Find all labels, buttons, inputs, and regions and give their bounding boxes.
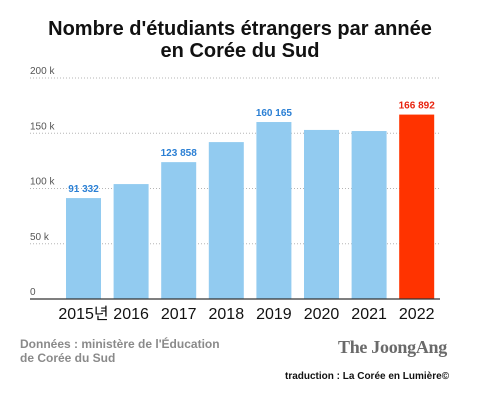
chart-title: Nombre d'étudiants étrangers par année e… xyxy=(0,18,480,62)
x-tick-label: 2020 xyxy=(304,306,340,323)
bar xyxy=(161,162,197,299)
y-tick-label: 0 xyxy=(30,287,36,298)
x-tick-label: 2022 xyxy=(399,306,435,323)
bar xyxy=(351,131,387,299)
bar xyxy=(256,122,292,300)
bar xyxy=(208,142,244,299)
chart-title-line-2: en Corée du Sud xyxy=(160,40,320,62)
y-tick-label: 150 k xyxy=(30,121,55,132)
x-tick-label: 2016 xyxy=(113,306,149,323)
bar xyxy=(399,114,435,299)
y-tick-label: 200 k xyxy=(30,66,55,77)
translation-credit: traduction : La Corée en Lumière© xyxy=(285,371,450,382)
data-source-line-2: de Corée du Sud xyxy=(20,351,116,365)
y-tick-label: 100 k xyxy=(30,177,55,188)
data-source: Données : ministère de l'Éducation de Co… xyxy=(20,337,260,365)
publisher-logo: The JoongAng xyxy=(338,337,447,357)
x-tick-label: 2021 xyxy=(351,306,387,323)
data-label: 91 332 xyxy=(68,184,99,195)
x-tick-label: 2019 xyxy=(256,306,292,323)
bar xyxy=(66,198,101,299)
x-tick-label: 2018 xyxy=(209,306,245,323)
bar xyxy=(304,129,339,299)
data-label: 160 165 xyxy=(256,108,293,119)
data-label: 166 892 xyxy=(399,101,436,112)
y-tick-label: 50 k xyxy=(30,232,50,243)
bar xyxy=(113,184,149,299)
data-label: 123 858 xyxy=(161,148,198,159)
x-tick-label: 2017 xyxy=(161,306,197,323)
x-tick-label: 2015년 xyxy=(58,305,108,323)
data-source-line-1: Données : ministère de l'Éducation xyxy=(20,337,220,351)
chart-title-line-1: Nombre d'étudiants étrangers par année xyxy=(48,18,432,40)
